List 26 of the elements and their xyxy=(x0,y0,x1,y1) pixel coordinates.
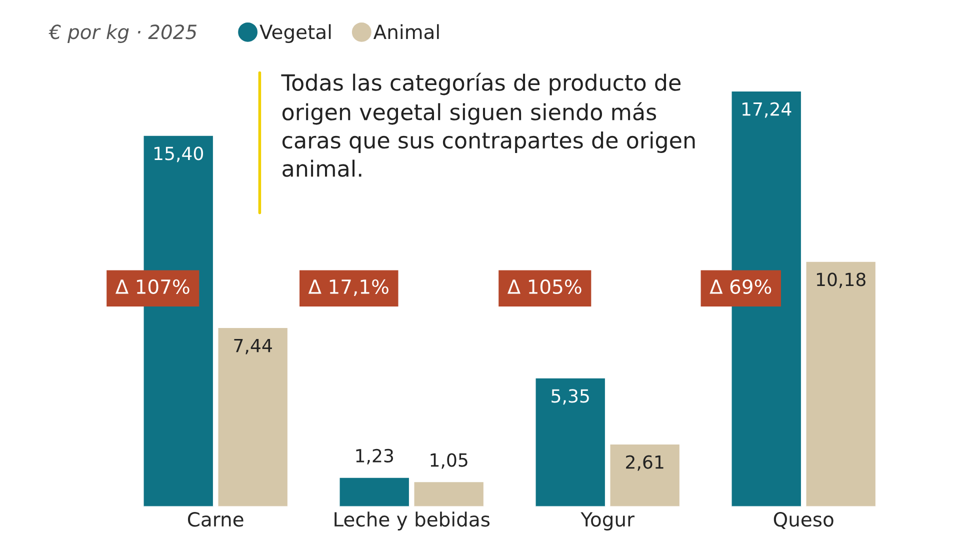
bar xyxy=(608,443,681,507)
data-label: 17,24 xyxy=(742,102,792,118)
x-tick-label: Queso xyxy=(774,512,834,529)
bar xyxy=(412,480,485,507)
annotation: Δ 107% xyxy=(115,279,190,294)
data-label: 15,40 xyxy=(154,146,204,162)
annotation: Δ 69% xyxy=(710,279,772,294)
bar xyxy=(216,326,289,507)
chart-subtitle: € por kg · 2025 xyxy=(48,24,197,44)
x-tick-label: Carne xyxy=(188,512,244,527)
annotation: Todas las categorías de producto de origen vegetal siguen siendo más caras que sus contrapartes de origen animal. xyxy=(281,72,695,177)
annotation: Δ 17,1% xyxy=(308,279,388,296)
legend-label: Animal xyxy=(373,24,439,40)
data-label: 10,18 xyxy=(816,272,866,288)
data-label: 1,05 xyxy=(430,453,468,469)
bar xyxy=(804,260,877,507)
legend-label: Vegetal xyxy=(260,24,331,44)
data-label: 5,35 xyxy=(552,389,589,405)
data-label: 2,61 xyxy=(626,455,664,471)
data-label: 7,44 xyxy=(234,338,272,354)
data-label: 1,23 xyxy=(356,448,394,464)
bar xyxy=(534,377,606,507)
x-tick-label: Leche y bebidas xyxy=(334,512,490,530)
x-tick-label: Yogur xyxy=(580,512,635,530)
annotation: Δ 105% xyxy=(507,279,582,294)
bar xyxy=(338,476,410,507)
